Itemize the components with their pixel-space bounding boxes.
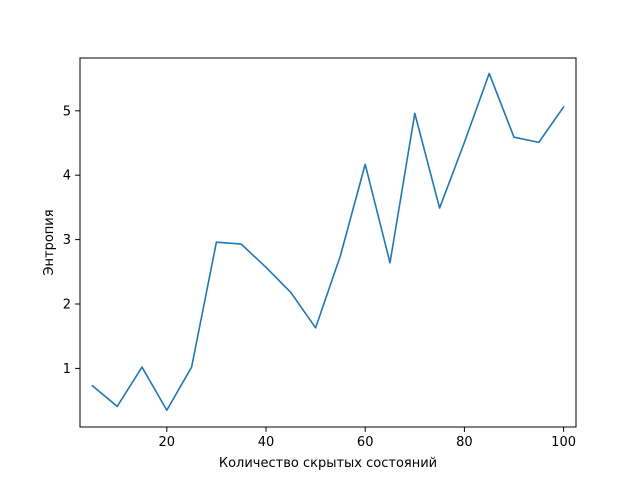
- series-line-0: [91, 72, 565, 412]
- y-tick-label-1: 2: [63, 298, 71, 313]
- x-tick-label-3: 80: [456, 435, 473, 450]
- x-tick-label-0: 20: [159, 435, 176, 450]
- plot-background: [80, 58, 576, 427]
- y-tick-label-4: 5: [63, 104, 71, 119]
- y-axis-label: Энтропия: [42, 209, 57, 275]
- x-tick-label-1: 40: [258, 435, 275, 450]
- y-tick-label-2: 3: [63, 233, 71, 248]
- ticks-layer: 20 40 60 80 100 1 2 3 4 5: [63, 104, 576, 450]
- y-tick-label-0: 1: [63, 362, 71, 377]
- series-layer: [91, 72, 565, 412]
- y-tick-label-3: 4: [63, 169, 71, 184]
- x-axis-label: Количество скрытых состояний: [219, 456, 437, 471]
- x-tick-label-2: 60: [357, 435, 374, 450]
- plot-frame: [79, 57, 577, 428]
- x-tick-label-4: 100: [551, 435, 576, 450]
